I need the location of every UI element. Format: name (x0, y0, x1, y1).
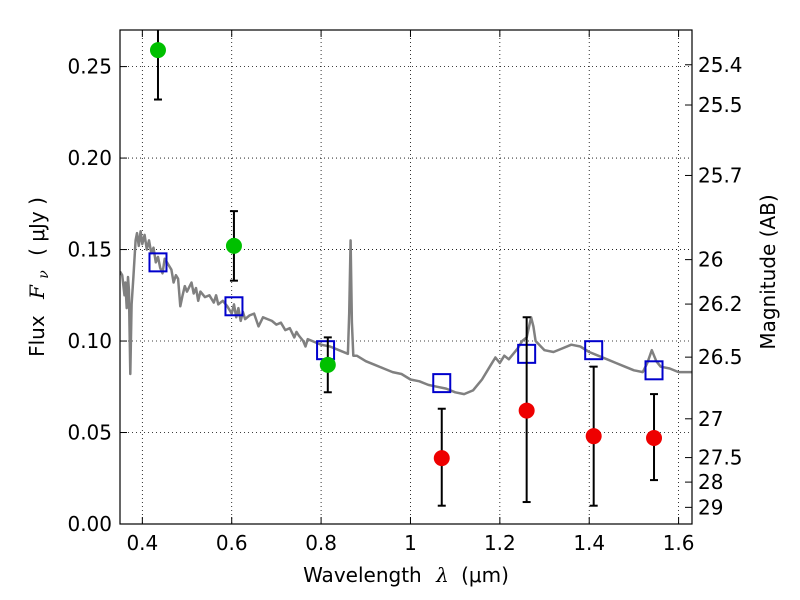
y-tick-label: 0.10 (67, 329, 112, 353)
y2-tick-label: 27.5 (698, 446, 743, 470)
x-tick-label: 0.4 (126, 531, 158, 555)
y-axis-label: Flux F ν ( μJy ) (25, 197, 53, 357)
non-detection-point (518, 402, 535, 419)
x-axis-label-word: Wavelength (303, 563, 422, 587)
x-tick-label: 1.6 (663, 531, 695, 555)
model-flux-square (644, 360, 664, 381)
model-flux-square (584, 340, 604, 361)
x-tick-label: 0.6 (216, 531, 248, 555)
model-flux-square (148, 252, 168, 273)
y2-tick-label: 25.4 (698, 53, 743, 77)
plot-content (120, 30, 692, 507)
x-axis-label-unit: (μm) (461, 563, 509, 587)
non-detection-point (433, 450, 450, 467)
non-detection-point (646, 430, 663, 447)
y-axis-label-word: Flux (25, 315, 49, 357)
y2-tick-label: 26 (698, 248, 723, 272)
x-tick-label: 0.8 (305, 531, 337, 555)
x-tick-label: 1.4 (573, 531, 605, 555)
axis-ticks: 0.4 0.6 0.8 1 1.2 1.4 1.6 0.00 0.05 0.10 0.15 0.20 0… (67, 30, 743, 555)
y-axis-label-symbol-sub: ν (36, 270, 52, 279)
y2-tick-label: 28 (698, 470, 723, 494)
non-detection-point (585, 428, 602, 445)
detection-point (225, 237, 242, 254)
model-flux-square (432, 373, 452, 394)
y-tick-label: 0.25 (67, 55, 112, 79)
model-flux-square (224, 296, 244, 317)
plot-area (120, 30, 692, 507)
y-tick-label: 0.00 (67, 512, 112, 536)
x-axis-label: Wavelength λ (μm) (303, 563, 509, 587)
x-tick-label: 1.2 (484, 531, 516, 555)
y-tick-label: 0.05 (67, 421, 112, 445)
detection-point (149, 42, 166, 59)
y2-tick-label: 25.5 (698, 93, 743, 117)
y2-tick-label: 26.2 (698, 292, 743, 316)
y-tick-label: 0.15 (67, 238, 112, 262)
y2-tick-label: 29 (698, 495, 723, 519)
detection-point (319, 356, 336, 373)
y-axis-label-unit: ( μJy ) (25, 197, 49, 256)
grid-lines (120, 30, 692, 525)
x-axis-label-symbol: λ (435, 563, 449, 587)
x-tick-label: 1 (404, 531, 417, 555)
y2-tick-label: 27 (698, 407, 723, 431)
y-axis-label-symbol: F (25, 284, 49, 300)
y-tick-label: 0.20 (67, 146, 112, 170)
secondary-y-axis-label: Magnitude (AB) (756, 194, 780, 349)
y2-tick-label: 25.7 (698, 163, 743, 187)
y2-tick-label: 26.5 (698, 345, 743, 369)
sed-model-line (120, 230, 692, 396)
plot-frame (119, 29, 693, 525)
